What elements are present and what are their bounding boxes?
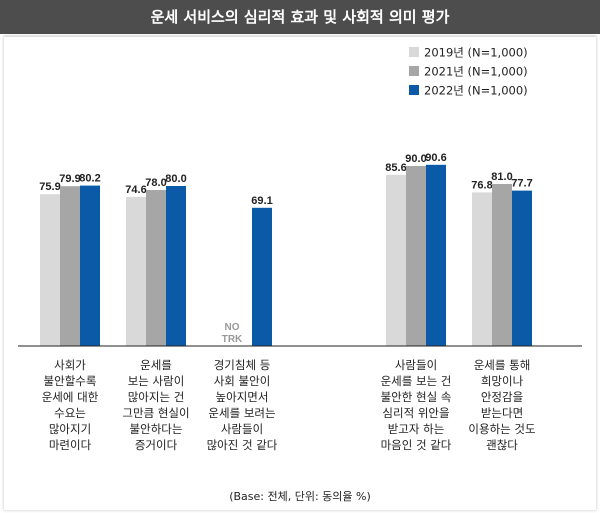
bar-2-2 (252, 207, 272, 346)
bar-value-label-1-2: 80.0 (165, 173, 186, 185)
bar-4-2 (512, 190, 532, 346)
legend-label-1: 2021년 (N=1,000) (424, 65, 528, 79)
category-label-1-0: 운세를 (140, 358, 172, 372)
category-label-3-5: 마음인 것 같다 (381, 438, 452, 452)
bar-value-label-1-1: 78.0 (145, 177, 166, 189)
category-label-4-2: 안정감을 (481, 390, 523, 404)
bar-value-label-4-1: 81.0 (491, 171, 512, 183)
bars-group: 75.979.980.274.678.080.069.1NOTRK85.690.… (39, 152, 533, 346)
bar-3-1 (406, 166, 426, 346)
bar-1-2 (166, 186, 186, 346)
category-label-0-3: 수요는 (54, 406, 86, 420)
bar-value-label-4-0: 76.8 (471, 179, 492, 191)
bar-value-label-3-1: 90.0 (405, 153, 426, 165)
category-label-2-0: 경기침체 등 (214, 358, 271, 372)
chart-card: 2019년 (N=1,000) 2021년 (N=1,000) 2022년 (N=1… (4, 36, 596, 510)
category-label-1-3: 그만큼 현실이 (122, 406, 189, 420)
category-label-3-3: 심리적 위안을 (382, 406, 449, 420)
category-label-3-2: 불안한 현실 속 (381, 390, 452, 404)
bar-value-label-3-2: 90.6 (425, 152, 446, 164)
legend-swatch-2 (409, 85, 419, 95)
category-label-1-2: 많아지는 건 (128, 390, 185, 404)
legend-label-2: 2022년 (N=1,000) (424, 84, 528, 98)
base-note: (Base: 전체, 단위: 동의율 %) (229, 490, 371, 503)
category-label-0-4: 많아지기 (49, 422, 91, 436)
bar-3-2 (426, 164, 446, 346)
category-label-4-1: 희망이나 (481, 374, 524, 388)
no-trk-label-1: TRK (222, 334, 243, 345)
bar-value-label-0-2: 80.2 (79, 173, 100, 185)
category-label-2-1: 사회 불안이 (214, 374, 271, 388)
bar-1-0 (126, 196, 146, 346)
category-label-1-4: 불안하다는 (130, 422, 183, 436)
category-label-3-1: 운세를 보는 건 (381, 374, 452, 388)
no-trk-label-0: NO (225, 322, 240, 333)
category-label-4-0: 운세를 통해 (474, 358, 531, 372)
legend-label-0: 2019년 (N=1,000) (424, 46, 528, 60)
category-label-2-5: 많아진 것 같다 (207, 438, 278, 452)
category-label-1-1: 보는 사람이 (128, 374, 185, 388)
bar-0-2 (80, 185, 100, 346)
legend-swatch-1 (409, 66, 419, 76)
bar-value-label-3-0: 85.6 (385, 162, 406, 174)
bar-0-1 (60, 186, 80, 346)
bar-chart: 2019년 (N=1,000) 2021년 (N=1,000) 2022년 (N=1… (18, 46, 582, 503)
legend-swatch-0 (409, 47, 419, 57)
category-label-3-0: 사람들이 (395, 358, 437, 372)
bar-value-label-0-1: 79.9 (59, 173, 80, 185)
chart-title: 운세 서비스의 심리적 효과 및 사회적 의미 평가 (150, 8, 450, 26)
bar-value-label-0-0: 75.9 (39, 181, 60, 193)
chart-title-bar: 운세 서비스의 심리적 효과 및 사회적 의미 평가 (0, 0, 600, 34)
legend: 2019년 (N=1,000) 2021년 (N=1,000) 2022년 (N=1… (409, 46, 528, 98)
category-label-4-4: 이용하는 것도 (468, 422, 535, 436)
bar-4-0 (472, 192, 492, 346)
category-label-2-4: 사람들이 (221, 422, 263, 436)
category-label-0-0: 사회가 (54, 358, 86, 372)
category-label-2-2: 높아지면서 (216, 390, 269, 404)
bar-1-1 (146, 190, 166, 346)
bar-0-0 (40, 194, 60, 346)
category-label-0-1: 불안할수록 (44, 374, 97, 388)
category-label-4-5: 괜찮다 (486, 438, 518, 452)
bar-value-label-2-2: 69.1 (251, 195, 272, 207)
category-label-0-2: 운세에 대한 (42, 390, 99, 404)
category-label-3-4: 받고자 하는 (388, 422, 445, 436)
bar-4-1 (492, 184, 512, 346)
category-label-1-5: 증거이다 (135, 438, 178, 452)
category-label-2-3: 운세를 보려는 (208, 406, 275, 420)
bar-value-label-4-2: 77.7 (511, 178, 532, 190)
category-label-4-3: 받는다면 (481, 406, 523, 420)
category-label-0-5: 마련이다 (49, 438, 92, 452)
bar-value-label-1-0: 74.6 (125, 184, 146, 196)
bar-3-0 (386, 174, 406, 346)
